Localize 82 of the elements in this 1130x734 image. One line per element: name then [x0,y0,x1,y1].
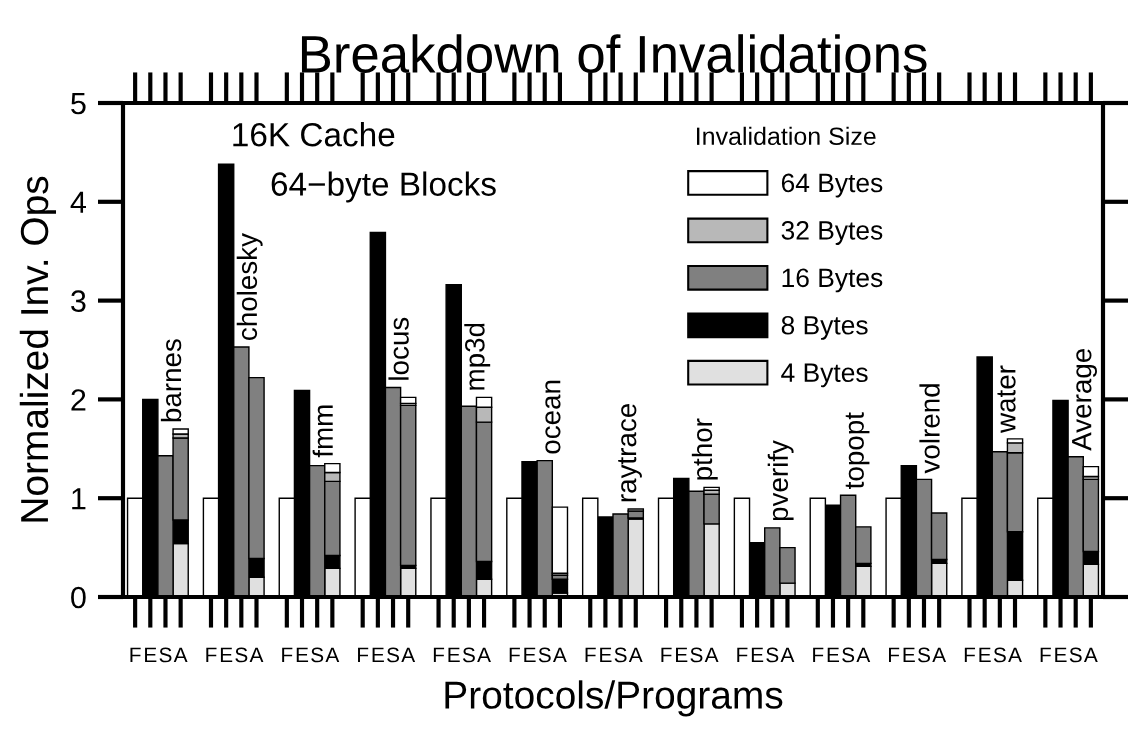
x-tick-label: E [979,647,991,663]
y-tick-label: 1 [72,488,86,510]
x-tick-label: E [676,647,688,663]
annotation: raytrace [618,404,642,502]
x-tick-label: E [1055,647,1067,663]
annotation: ocean [545,380,561,454]
x-tick-label: S [766,647,779,663]
annotation: mp3d [464,323,491,390]
y-tick-label: 2 [71,389,86,411]
x-axis-title: Protocols/Programs [445,680,783,717]
annotation: barnes [160,339,182,422]
x-tick-label: E [751,647,764,663]
x-tick-label: F [130,647,141,663]
annotation: water [997,365,1016,434]
x-tick-label: F [509,647,520,663]
x-tick-label: A [856,647,871,663]
x-tick-label: E [372,647,384,663]
x-tick-label: A [704,647,719,663]
x-tick-label: A [780,647,795,663]
y-tick-label: 0 [71,586,86,609]
legend-title: Invalidation Size [697,126,876,146]
x-tick-label: A [1008,647,1022,663]
y-tick-label: 4 [70,191,86,213]
annotation: locus [388,317,409,380]
y-axis-title: Normalized Inv. Ops [19,176,57,522]
x-tick-label: S [1069,647,1082,663]
x-tick-label: S [993,647,1006,663]
x-tick-label: A [173,647,188,663]
x-tick-label: F [813,647,824,663]
x-tick-label: S [614,647,627,663]
legend-label: 16 Bytes [782,268,883,293]
x-tick-label: E [145,647,157,663]
x-tick-label: S [690,647,703,663]
x-tick-label: E [827,647,840,663]
x-tick-label: S [235,647,248,663]
x-tick-label: A [249,647,264,663]
x-tick-label: F [889,647,900,663]
x-tick-label: S [159,647,172,663]
x-tick-label: E [296,647,309,663]
x-tick-label: F [585,647,596,663]
x-tick-label: A [325,647,340,663]
annotation: pthor [691,418,718,480]
annotation: fmm [312,405,333,458]
annotation: cholesky [236,233,263,340]
x-tick-label: E [220,647,233,663]
x-tick-label: F [964,647,976,663]
x-tick-label: F [1040,647,1051,663]
x-tick-label: F [282,647,293,663]
x-tick-label: F [433,647,445,663]
x-tick-label: E [600,647,612,663]
annotation: pverify [767,440,794,521]
x-tick-label: S [387,647,400,663]
x-tick-label: A [553,647,567,663]
annotation: 16K Cache [233,122,395,147]
annotation: volrend [919,384,940,474]
legend-label: 4 Bytes [781,363,868,388]
annotation: topopt [845,412,870,489]
x-tick-label: E [903,647,915,663]
x-tick-label: A [628,647,643,663]
x-tick-label: F [661,647,672,663]
chart-title: Breakdown of Invalidations [301,34,927,73]
x-tick-label: S [311,647,324,663]
x-tick-label: F [737,647,748,663]
x-tick-label: A [1083,647,1098,663]
x-tick-label: E [524,647,536,663]
x-tick-label: F [358,647,369,663]
legend-label: 32 Bytes [781,221,883,245]
annotation: Average [1072,349,1097,451]
legend-label: 8 Bytes [781,315,868,340]
annotation: 64−byte Blocks [271,171,496,203]
legend-label: 64 Bytes [781,173,883,198]
x-tick-label: S [842,647,855,663]
x-tick-label: E [448,647,460,663]
x-tick-label: S [538,647,551,663]
x-tick-label: F [206,647,217,663]
y-tick-label: 3 [71,290,86,312]
x-tick-label: S [462,647,475,663]
y-tick-label: 5 [71,93,86,115]
x-tick-label: A [932,647,947,663]
x-tick-label: S [917,647,930,663]
x-tick-label: A [401,647,416,663]
x-tick-label: A [477,647,491,663]
